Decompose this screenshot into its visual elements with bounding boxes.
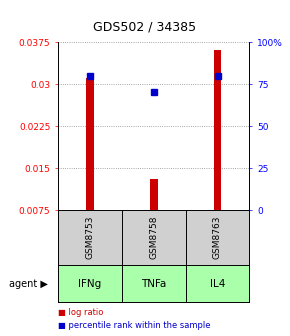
- Text: TNFa: TNFa: [141, 279, 166, 289]
- Bar: [214, 50, 221, 210]
- Text: ■ percentile rank within the sample: ■ percentile rank within the sample: [58, 322, 211, 330]
- Text: GSM8763: GSM8763: [213, 216, 222, 259]
- Text: GSM8758: GSM8758: [149, 216, 158, 259]
- Text: agent ▶: agent ▶: [9, 279, 48, 289]
- Text: IL4: IL4: [210, 279, 225, 289]
- Text: IFNg: IFNg: [78, 279, 102, 289]
- Text: ■ log ratio: ■ log ratio: [58, 308, 103, 317]
- Text: GDS502 / 34385: GDS502 / 34385: [93, 20, 197, 34]
- Bar: [150, 179, 157, 210]
- Text: GSM8753: GSM8753: [85, 216, 95, 259]
- Bar: [86, 78, 94, 210]
